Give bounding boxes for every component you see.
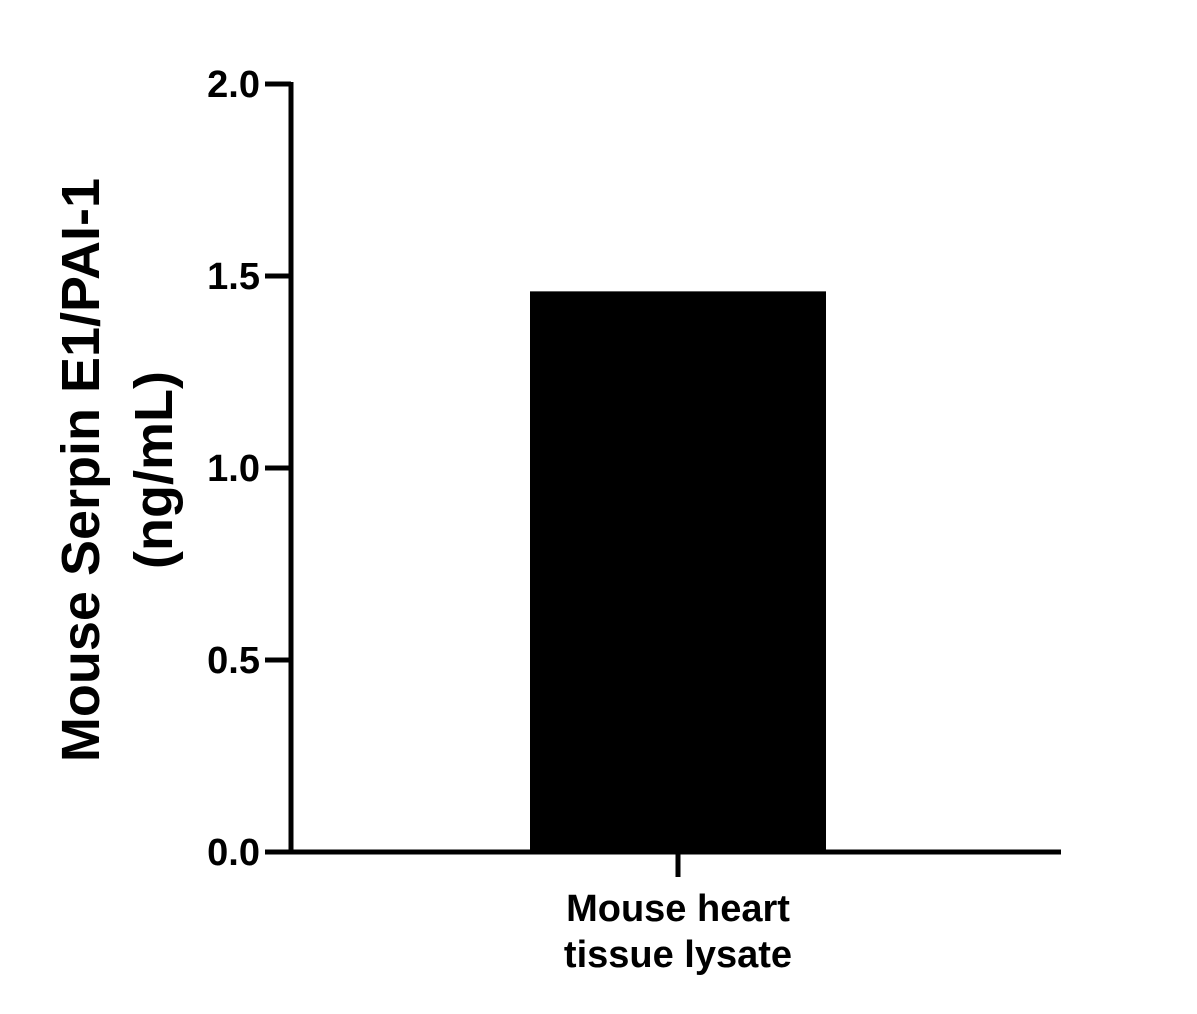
y-tick-label: 1.0: [207, 448, 260, 490]
y-tick-label: 0.5: [207, 640, 260, 682]
x-category-label: Mouse heart: [566, 888, 790, 930]
y-axis-label: Mouse Serpin E1/PAI-1 (ng/mL): [51, 178, 184, 762]
y-axis-label-line: (ng/mL): [124, 371, 184, 569]
y-tick-label: 0.0: [207, 832, 260, 874]
y-axis-label-line: Mouse Serpin E1/PAI-1: [51, 178, 111, 762]
y-tick-label: 1.5: [207, 256, 260, 298]
x-category-label: tissue lysate: [564, 934, 792, 976]
y-tick-label: 2.0: [207, 64, 260, 106]
bars: [530, 291, 826, 852]
bar: [530, 291, 826, 852]
y-axis-ticks: 0.0 0.5 1.0 1.5 2.0: [207, 64, 291, 874]
